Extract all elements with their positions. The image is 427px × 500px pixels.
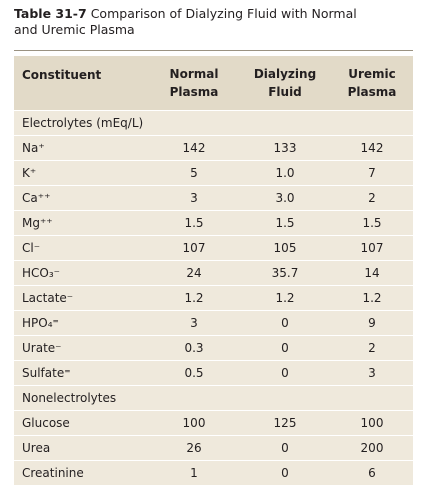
- row-label: Glucose: [22, 415, 70, 430]
- data-row: K⁺ 5 1.0 7: [14, 160, 413, 185]
- cell: 9: [368, 315, 376, 330]
- cell: 5: [190, 165, 198, 180]
- cell: 7: [368, 165, 376, 180]
- data-row: Ca⁺⁺ 3 3.0 2: [14, 185, 413, 210]
- cell: 1.5: [275, 215, 295, 230]
- cell: 3: [190, 315, 198, 330]
- row-label: Urea: [22, 440, 51, 455]
- cell: 142: [182, 140, 206, 155]
- table-body: Electrolytes (mEq/L) Na⁺ 142 133 142 K⁺ 5 1.0 7 C…: [14, 110, 413, 485]
- cell: 1.0: [275, 165, 295, 180]
- cell: 26: [186, 440, 202, 455]
- data-row: Mg⁺⁺ 1.5 1.5 1.5: [14, 210, 413, 235]
- cell: 0: [281, 365, 289, 380]
- header-row: Constituent Normal Plasma Dialyzing Fluid U…: [14, 56, 413, 110]
- section-row: Nonelectrolytes: [14, 385, 413, 410]
- row-label: Creatinine: [22, 465, 84, 480]
- rule: [14, 50, 413, 51]
- row-label: Electrolytes (mEq/L): [22, 115, 144, 130]
- cell: 125: [273, 415, 297, 430]
- header-cell: Uremic Plasma: [347, 66, 397, 99]
- cell: 107: [360, 240, 384, 255]
- row-label: Urate⁻: [22, 340, 62, 355]
- cell: 0.3: [184, 340, 204, 355]
- cell: 107: [182, 240, 206, 255]
- cell: 24: [186, 265, 202, 280]
- cell: 1.2: [362, 290, 382, 305]
- cell: 1.2: [184, 290, 204, 305]
- data-row: HCO₃⁻ 24 35.7 14: [14, 260, 413, 285]
- row-label: HCO₃⁻: [22, 265, 60, 280]
- data-row: Cl⁻ 107 105 107: [14, 235, 413, 260]
- cell: 0: [281, 440, 289, 455]
- cell: 0: [281, 315, 289, 330]
- cell: 200: [360, 440, 384, 455]
- cell: 1.5: [184, 215, 204, 230]
- row-label: Mg⁺⁺: [22, 215, 53, 230]
- row-label: HPO₄⁼: [22, 315, 59, 330]
- cell: 1: [190, 465, 198, 480]
- cell: 6: [368, 465, 376, 480]
- cell: 100: [182, 415, 206, 430]
- cell: 3: [190, 190, 198, 205]
- row-label: Sulfate⁼: [22, 365, 71, 380]
- data-row: Sulfate⁼ 0.5 0 3: [14, 360, 413, 385]
- cell: 3.0: [275, 190, 295, 205]
- data-row: Urea 26 0 200: [14, 435, 413, 460]
- cell: 0: [281, 340, 289, 355]
- header-cell: Constituent: [22, 68, 102, 82]
- row-label: Lactate⁻: [22, 290, 74, 305]
- header-cell: Normal Plasma: [169, 66, 219, 99]
- row-label: Ca⁺⁺: [22, 190, 51, 205]
- cell: 2: [368, 340, 376, 355]
- data-row: Lactate⁻ 1.2 1.2 1.2: [14, 285, 413, 310]
- row-label: Na⁺: [22, 140, 45, 155]
- table-header: Constituent Normal Plasma Dialyzing Fluid U…: [14, 56, 413, 110]
- row-label: Cl⁻: [22, 240, 41, 255]
- cell: 1.2: [275, 290, 295, 305]
- cell: 0.5: [184, 365, 204, 380]
- caption-text: Comparison of Dialyzing Fluid with Norma…: [14, 6, 357, 37]
- table-caption: Table 31-7 Comparison of Dialyzing Fluid …: [14, 6, 374, 38]
- data-table: Constituent Normal Plasma Dialyzing Fluid U…: [14, 56, 413, 485]
- cell: 0: [281, 465, 289, 480]
- row-label: K⁺: [22, 165, 37, 180]
- table-label: Table 31-7: [14, 6, 87, 21]
- cell: 142: [360, 140, 384, 155]
- section-row: Electrolytes (mEq/L): [14, 110, 413, 135]
- cell: 105: [273, 240, 297, 255]
- cell: 133: [273, 140, 297, 155]
- data-row: Na⁺ 142 133 142: [14, 135, 413, 160]
- data-row: Glucose 100 125 100: [14, 410, 413, 435]
- cell: 14: [364, 265, 380, 280]
- header-cell: Dialyzing Fluid: [253, 66, 317, 99]
- data-row: HPO₄⁼ 3 0 9: [14, 310, 413, 335]
- row-label: Nonelectrolytes: [22, 390, 117, 405]
- cell: 3: [368, 365, 376, 380]
- cell: 2: [368, 190, 376, 205]
- data-row: Urate⁻ 0.3 0 2: [14, 335, 413, 360]
- data-row: Creatinine 1 0 6: [14, 460, 413, 485]
- cell: 1.5: [362, 215, 382, 230]
- cell: 35.7: [271, 265, 299, 280]
- cell: 100: [360, 415, 384, 430]
